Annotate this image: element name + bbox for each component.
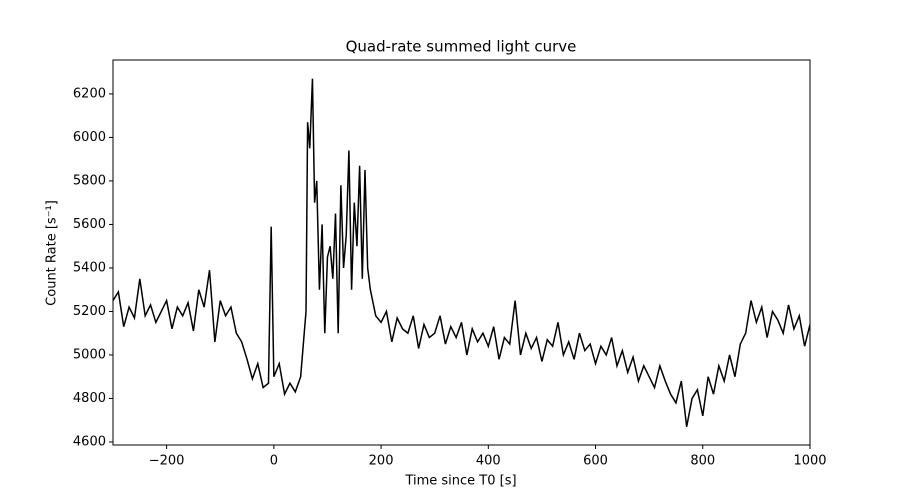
y-tick-label: 5600 xyxy=(73,217,106,232)
x-tick-label: 0 xyxy=(270,454,278,469)
x-axis-label: Time since T0 [s] xyxy=(404,474,516,489)
y-tick-label: 4800 xyxy=(73,391,106,406)
chart-title: Quad-rate summed light curve xyxy=(346,38,577,56)
x-tick-label: −200 xyxy=(149,454,185,469)
y-tick-label: 5000 xyxy=(73,347,106,362)
y-tick-label: 5800 xyxy=(73,173,106,188)
y-tick-label: 4600 xyxy=(73,434,106,449)
y-tick-label: 6000 xyxy=(73,130,106,145)
y-tick-label: 6200 xyxy=(73,86,106,101)
x-tick-label: 600 xyxy=(583,454,608,469)
plot-frame xyxy=(112,59,811,446)
x-tick-label: 1000 xyxy=(793,454,826,469)
y-tick-label: 5400 xyxy=(73,260,106,275)
data-line xyxy=(113,78,810,427)
x-tick-label: 800 xyxy=(690,454,715,469)
x-tick-label: 400 xyxy=(476,454,501,469)
y-tick-label: 5200 xyxy=(73,304,106,319)
y-axis-label: Count Rate [s⁻¹] xyxy=(45,200,60,306)
x-tick-label: 200 xyxy=(369,454,394,469)
